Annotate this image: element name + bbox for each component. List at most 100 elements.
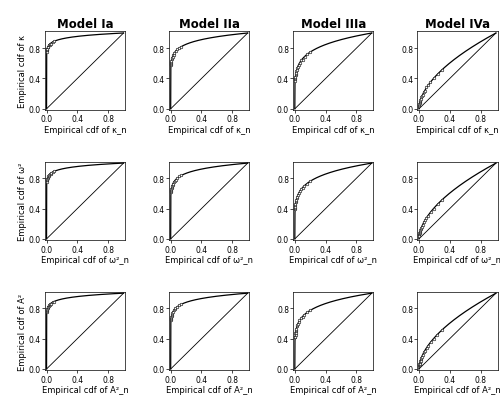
Point [291, 76, 299, 82]
Point [291, 78, 299, 85]
X-axis label: Empirical cdf of ω²_n: Empirical cdf of ω²_n [41, 255, 129, 264]
Point [170, 306, 178, 313]
Point [418, 95, 426, 101]
Point [292, 70, 300, 77]
Point [168, 56, 176, 62]
Point [292, 201, 300, 207]
Point [416, 361, 424, 367]
Point [420, 349, 428, 356]
Point [44, 176, 52, 183]
Point [422, 215, 430, 222]
Point [292, 328, 300, 334]
Point [426, 339, 434, 345]
Point [169, 309, 177, 315]
Point [438, 326, 446, 333]
Point [300, 183, 308, 190]
Point [178, 172, 186, 179]
Point [296, 317, 304, 323]
Y-axis label: Empirical cdf of ω²: Empirical cdf of ω² [18, 162, 28, 241]
Point [433, 332, 441, 338]
Point [415, 230, 423, 237]
Point [43, 307, 51, 314]
Point [45, 43, 53, 49]
Point [416, 229, 424, 236]
Point [300, 312, 308, 318]
Point [303, 309, 311, 315]
Point [297, 186, 305, 193]
Point [44, 177, 52, 183]
Point [48, 299, 56, 305]
Point [178, 45, 186, 51]
X-axis label: Empirical cdf of A²_n: Empirical cdf of A²_n [290, 385, 376, 394]
Y-axis label: Empirical cdf of κ: Empirical cdf of κ [18, 35, 28, 108]
Point [294, 64, 302, 70]
Point [292, 75, 300, 81]
Point [168, 189, 175, 195]
Point [416, 98, 424, 105]
Point [43, 49, 51, 56]
X-axis label: Empirical cdf of κ_n: Empirical cdf of κ_n [416, 126, 499, 134]
Point [421, 88, 429, 94]
Point [178, 301, 186, 308]
Point [175, 303, 183, 309]
Point [438, 68, 446, 74]
Point [44, 305, 52, 312]
Point [44, 176, 52, 182]
Point [416, 358, 424, 365]
Point [167, 317, 175, 323]
Point [416, 362, 424, 369]
Point [44, 303, 52, 309]
Point [306, 179, 314, 185]
Point [169, 53, 177, 59]
Point [291, 204, 299, 210]
Point [48, 170, 56, 176]
Point [416, 227, 424, 233]
Point [173, 47, 181, 53]
Point [50, 39, 58, 45]
Point [430, 76, 438, 83]
Point [293, 195, 301, 202]
Point [168, 56, 176, 63]
Point [298, 314, 306, 321]
Point [168, 310, 176, 316]
Point [175, 46, 183, 52]
Point [417, 226, 425, 232]
Point [170, 307, 177, 313]
Point [417, 355, 425, 362]
X-axis label: Empirical cdf of κ_n: Empirical cdf of κ_n [168, 126, 250, 134]
Point [44, 174, 52, 181]
Point [170, 179, 178, 185]
Point [173, 304, 181, 310]
Point [44, 306, 52, 312]
Point [415, 102, 423, 108]
Point [420, 348, 428, 354]
Point [167, 188, 175, 194]
Point [420, 90, 428, 96]
Point [46, 301, 54, 307]
Point [168, 313, 175, 320]
Title: Model IIa: Model IIa [178, 18, 240, 31]
Point [50, 168, 58, 175]
Point [438, 198, 446, 204]
Point [424, 83, 432, 89]
Point [169, 54, 177, 61]
Point [418, 226, 426, 232]
Point [416, 358, 424, 364]
Point [44, 44, 52, 51]
Point [291, 330, 299, 337]
Point [48, 41, 56, 48]
Point [167, 60, 175, 66]
Point [415, 362, 423, 369]
Point [416, 100, 424, 107]
Point [422, 345, 430, 352]
Point [168, 186, 175, 192]
Point [50, 299, 58, 305]
Point [167, 63, 175, 70]
Point [292, 198, 300, 204]
X-axis label: Empirical cdf of κ_n: Empirical cdf of κ_n [292, 126, 374, 134]
Point [43, 47, 51, 53]
Point [168, 183, 176, 190]
X-axis label: Empirical cdf of ω²_n: Empirical cdf of ω²_n [165, 255, 253, 264]
Point [170, 50, 178, 57]
Point [424, 213, 432, 220]
